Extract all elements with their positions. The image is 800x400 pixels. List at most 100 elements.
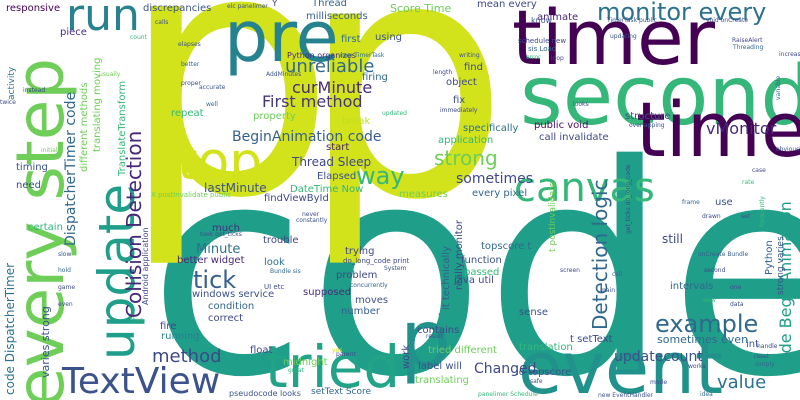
cloud-word-get-ticks-do-long-code: get_ticks do_long_code [625,164,632,234]
cloud-word-calls: calls [155,19,169,26]
cloud-word-overlapping: overlapping [629,122,665,129]
cloud-word-immediately: immediately [440,107,478,114]
cloud-word-panelimer-schedule: panelimer Schedule [478,391,538,398]
cloud-word-label-will: label will [418,361,462,372]
cloud-word-float: float [250,345,273,356]
cloud-word-slow: slow [58,251,72,258]
cloud-word-minute: Minute [196,242,241,257]
cloud-word-loop: loop [551,55,564,62]
cloud-word-ui-etc: UI etc [264,283,285,291]
cloud-word-lastminute: lastMinute [204,181,267,195]
cloud-word-call-invalidate: call invalidate [539,132,609,143]
cloud-word-time: time [636,85,800,174]
cloud-word-android-application: Android application [141,227,150,305]
cloud-word-using: using [375,32,403,43]
cloud-word-public-void: public void [534,120,589,131]
cloud-word-new-eventhandler: new EventHandler [598,392,654,399]
cloud-word-supposed: supposed [303,287,352,298]
cloud-word-sense: sense [519,307,549,318]
cloud-word-new-timertask: new TimerTask [340,52,385,59]
cloud-word-moves: moves [355,295,389,306]
cloud-word-midnight: midnight [283,357,328,368]
cloud-word-void-oncreate: void onCreate [706,17,749,24]
cloud-word-look: look [264,257,285,268]
cloud-word-elapses: elapses [178,41,201,48]
cloud-word-updating: updating [610,33,637,40]
cloud-word-io-topscore: io topscore [516,367,572,378]
cloud-word-it-technically: it technically [441,245,452,310]
cloud-word-hold: hold [58,267,71,274]
cloud-word-case: case [752,167,766,174]
cloud-word-data: data [730,301,744,308]
cloud-word-first-method: First method [262,92,363,111]
cloud-word-oncreate-bundle: onCreate Bundle [698,251,749,258]
cloud-word-trouble: trouble [263,235,299,246]
cloud-word-specifically: specifically [463,123,519,134]
cloud-word-idea: idea [700,391,713,398]
cloud-word-never: never [302,211,320,218]
cloud-word-code-dispatchertimer: code DispatcherTimer [3,262,17,395]
cloud-word-error: error [526,54,541,61]
cloud-word-measures: measures [399,189,448,200]
cloud-word-strong-varies: strong varies [776,236,786,295]
cloud-word-code: code [148,104,800,400]
cloud-word-looks: looks [573,101,589,108]
cloud-word-topscore-t: topscore t [481,241,532,252]
cloud-word-fire: fire [160,321,177,332]
cloud-word-findviewbyid: findViewById [264,193,329,204]
cloud-word-elc-panelimer: elc panelimer [227,3,268,10]
cloud-word-accurate: accurate [199,84,226,91]
cloud-word-translating: translating [415,375,469,386]
cloud-word-one: one [730,284,742,291]
cloud-word-even: even [58,301,73,308]
cloud-word-timing: timing [16,162,48,173]
cloud-word-t-postinvalidate: t postInvalidate [548,181,558,252]
cloud-word-usually: usually [99,71,121,78]
cloud-word-detection-logic: Detection logic [588,179,612,330]
cloud-word-run: run [66,0,140,41]
cloud-word-passed: passed [464,267,500,278]
cloud-word-updatecount: updatecount [614,349,703,365]
cloud-word-thread: Thread [312,0,347,9]
cloud-word-mean-every: mean every [477,0,537,10]
cloud-word-system: System [384,265,407,272]
cloud-word-p: p [300,0,510,272]
cloud-word-well: well [206,101,218,108]
cloud-word-certain: certain [28,222,63,233]
cloud-word-sis-load: sis Load [528,45,557,53]
cloud-word-break: break [342,116,371,127]
cloud-word-fix: fix [453,95,466,106]
cloud-word-settext-score: setText Score [311,387,372,397]
cloud-word-reset: reset [754,353,770,360]
cloud-word-better: better [181,61,200,68]
cloud-word-method: method [152,346,222,367]
cloud-word-addminutes: AddMinutes [266,71,302,78]
cloud-word-concurrently: concurrently [350,282,388,289]
cloud-word-trying: trying [345,246,375,257]
cloud-word-call: call [612,271,623,278]
cloud-word-simply: simply [755,361,775,368]
cloud-word-raisealert: RaiseAlert [732,37,763,44]
cloud-word-mode: mode [650,379,668,386]
cloud-word-twice: twice [0,99,16,106]
cloud-word-dispatchertimer-code: DispatcherTimer code [63,91,79,246]
cloud-word-textview: TextView [62,361,221,400]
cloud-word-much: much [212,223,240,234]
cloud-word-took-get-ticks: took get_ticks [200,231,242,238]
cloud-word-obviously: obviously [776,146,800,153]
cloud-word-timertask-public: TimerTask public [607,17,658,24]
cloud-word-elapsed: Elapsed [317,171,357,182]
cloud-word-find: find [464,62,483,73]
cloud-word-repeat: repeat [171,108,204,119]
cloud-word-writing: writing [459,52,480,59]
cloud-word-firing: firing [362,72,388,83]
cloud-word-pre: pre [224,0,339,78]
cloud-word-length: length [433,69,453,76]
cloud-word-number: number [341,306,381,317]
cloud-word-pseudocode-looks: pseudocode looks [229,389,301,398]
cloud-word-variable: variable [775,75,782,100]
cloud-word-different-methods: different methods [79,82,90,172]
cloud-word-handle: handle [757,343,778,350]
cloud-word-animate: animate [537,12,579,23]
cloud-word-start: start [326,142,350,153]
